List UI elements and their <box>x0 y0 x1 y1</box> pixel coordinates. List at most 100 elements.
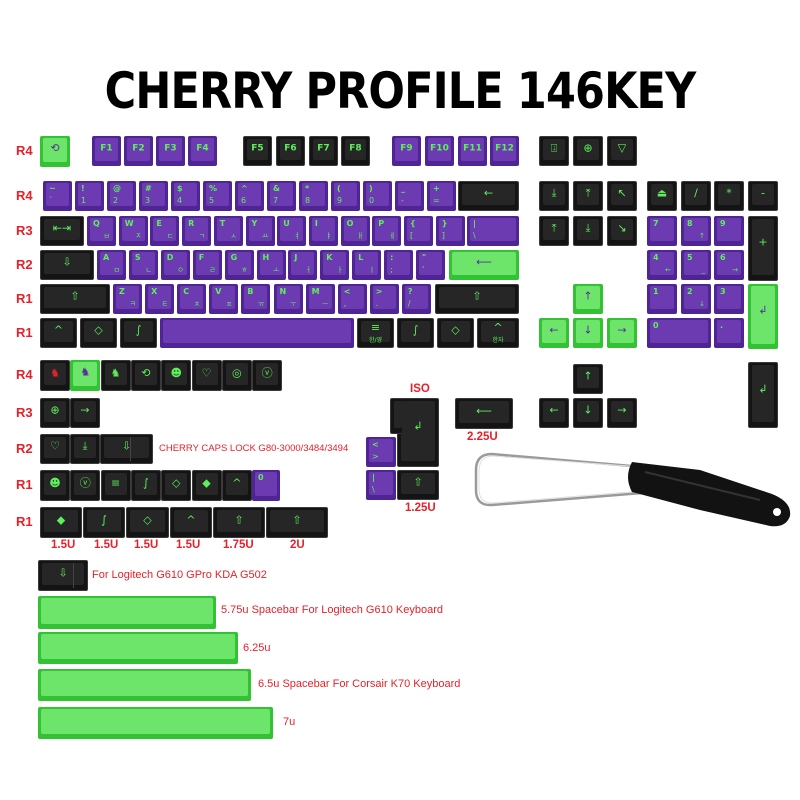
keycap-face <box>611 139 633 160</box>
key-capslock: ⇩ <box>40 250 94 280</box>
key-legend: ; <box>390 265 393 274</box>
key-arrow-left: ← <box>539 318 569 348</box>
key-legend: - <box>401 196 404 205</box>
key-legend: L <box>358 253 364 262</box>
keycap-face <box>345 139 366 160</box>
keycap-face <box>180 286 204 309</box>
key-legend: ↓ <box>699 300 705 308</box>
keycap-face <box>717 252 741 275</box>
key-icon: ♞ <box>80 365 91 379</box>
key-icon: ⏏ <box>656 186 668 200</box>
key-legend: 한/영 <box>368 337 383 344</box>
key-legend: Q <box>93 219 100 228</box>
key-slash: ? / <box>401 284 431 314</box>
key-lbracket: {[ <box>404 216 433 246</box>
key-icon: ↲ <box>758 382 768 396</box>
keycap-face <box>470 218 516 241</box>
key-alt-arrow-right: → <box>607 398 637 428</box>
keycap-face <box>308 286 332 309</box>
key-extra-heart: ♡ <box>191 360 222 391</box>
key-legend: @ <box>113 184 121 193</box>
key-mod-175-shift: ⇧ <box>213 507 265 538</box>
row-profile-label: R4 <box>16 367 33 382</box>
key-extra-caps-stepped: ⇩ <box>100 434 153 464</box>
keycap-face <box>121 218 145 241</box>
key-legend: ㅔ <box>388 232 396 240</box>
key-icon: ⇧ <box>234 513 244 527</box>
key-legend: 5 <box>209 196 215 205</box>
key-legend: ^ <box>241 184 248 193</box>
key-legend: X <box>151 287 158 296</box>
key-icon: ▽ <box>617 141 627 155</box>
keycap-face <box>216 218 240 241</box>
keycap-face <box>142 183 165 206</box>
row-profile-label: R3 <box>16 405 33 420</box>
keycap-face <box>387 252 411 275</box>
iso-enter-top <box>390 398 402 434</box>
key-legend: 8 <box>687 219 693 228</box>
keycap-face <box>43 138 67 162</box>
keycap-face <box>95 138 118 161</box>
key-legend: ㅅ <box>230 232 237 240</box>
key-enter: ⟵ <box>449 250 519 280</box>
key-icon: ⇧ <box>292 513 302 527</box>
key-pageup: ↖ <box>607 181 637 211</box>
key-legend: > <box>372 452 379 461</box>
key-extra-mod-win-filled: ◆ <box>191 470 222 501</box>
key-legend: 7 <box>653 219 659 228</box>
keycap-face <box>751 286 775 344</box>
key-num-decimal: . <box>714 318 744 348</box>
key-lwin: ◇ <box>80 318 117 348</box>
key-icon: ⟲ <box>141 366 151 380</box>
key-extra-caps-down: ⤓ <box>70 434 100 464</box>
keycap-face <box>369 472 393 495</box>
keycap-face <box>428 138 451 161</box>
keycap-face <box>90 218 113 241</box>
key-legend: * <box>305 184 310 193</box>
keycap-face <box>366 183 389 206</box>
key-legend: ㅋ <box>129 300 136 308</box>
key-icon: ⤒ <box>585 186 591 200</box>
key-icon: ⇧ <box>70 289 80 303</box>
keycap-face <box>280 139 301 160</box>
keycap-face <box>355 252 379 275</box>
key-icon: ⤓ <box>82 439 88 453</box>
key-equal: + = <box>427 181 456 211</box>
key-legend: H <box>262 253 270 262</box>
keycap-face <box>153 218 177 241</box>
keycap-face <box>44 253 90 274</box>
key-icon: ↓ <box>583 403 593 417</box>
key-insert: ⤓ <box>539 181 569 211</box>
key-legend: ] <box>441 231 445 240</box>
key-extra-mod-face: ☻ <box>40 470 70 501</box>
keycap-face <box>195 473 218 495</box>
key-icon: ◇ <box>94 323 103 337</box>
key-extra-mod-menu: ≡ <box>100 470 131 501</box>
key-icon: → <box>80 403 90 417</box>
keycap-face <box>270 183 293 206</box>
key-ralt: ∫ <box>397 318 434 348</box>
key-legend: F4 <box>196 143 209 154</box>
key-icon: ≡ <box>370 321 381 334</box>
key-comma: <, <box>337 284 367 314</box>
key-icon: ⊕ <box>50 403 60 417</box>
row-profile-label: R4 <box>16 188 33 203</box>
key-icon: ♡ <box>201 366 212 380</box>
keycap-face <box>401 321 430 342</box>
key-rctrl: ^ 한자 <box>477 318 519 348</box>
key-legend: 1 <box>653 287 659 296</box>
keycap-face <box>717 218 741 241</box>
key-legend: 1 <box>81 196 87 205</box>
page-title: CHERRY PROFILE 146KEY <box>104 62 697 120</box>
key-legend: 8 <box>305 196 311 205</box>
key-legend: T <box>219 219 226 228</box>
key-icon: ⤒ <box>551 221 557 235</box>
key-icon: ^ <box>493 321 503 334</box>
keycap-face <box>46 183 69 206</box>
